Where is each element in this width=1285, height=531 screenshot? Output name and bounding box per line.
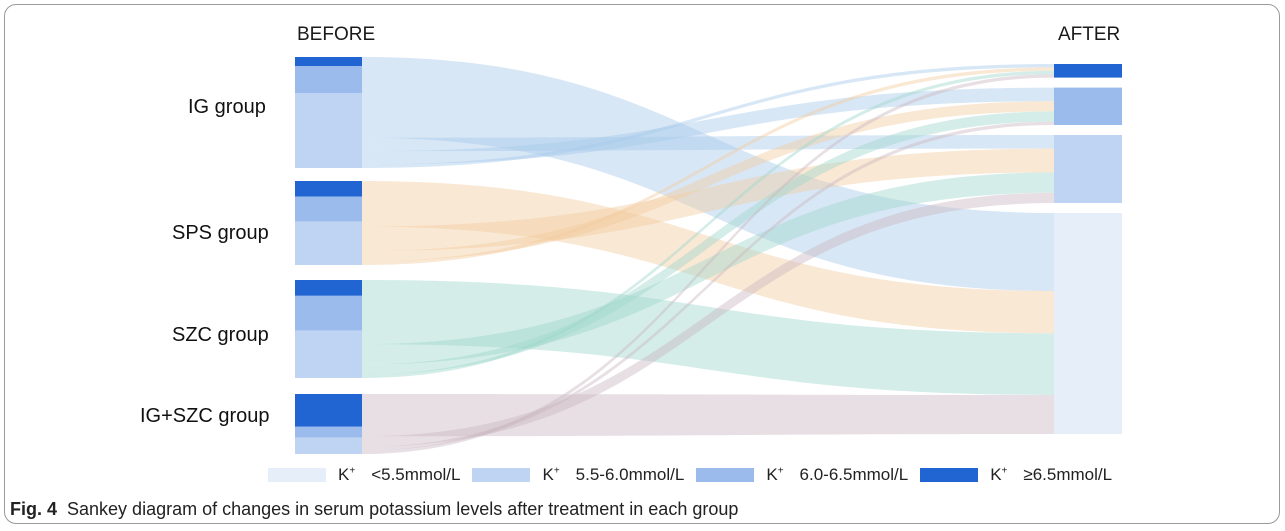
after-node-6-0-6-5mmol-l: [1054, 87, 1122, 125]
before-node-sps-group-6-0-6-5mmol-l: [295, 196, 362, 222]
flow-szc-group-to-5-5-6-0mmol-l: [362, 172, 1054, 365]
flow-sps-group-to-5-5-6-0mmol-l: [362, 148, 1054, 251]
legend-label-6-0-6-5: 6.0-6.5mmol/L: [799, 465, 909, 484]
legend-item-6-0-6-5: K+ 6.0-6.5mmol/L: [696, 465, 908, 485]
legend-label-lt-5-5: <5.5mmol/L: [371, 465, 461, 484]
flow-ig-szc-group-to-6-0-6-5mmol-l: [362, 121, 1054, 451]
figure-caption: Fig. 4 Sankey diagram of changes in serum…: [10, 499, 738, 520]
before-node-ig-group-5-5-6-0mmol-l: [295, 93, 362, 168]
legend-label-5-5-6-0: 5.5-6.0mmol/L: [575, 465, 685, 484]
legend-swatch-6-0-6-5: [696, 468, 755, 482]
before-node-ig-group-6-0-6-5mmol-l: [295, 66, 362, 93]
before-node-ig-szc-group-5-5-6-0mmol-l: [295, 437, 362, 454]
flow-ig-szc-group-to-lt-5-5mmol-l: [362, 394, 1054, 437]
after-column-label: AFTER: [1058, 24, 1121, 45]
figure-frame: [4, 4, 1280, 524]
flow-szc-group-to-gte-6-5mmol-l: [362, 70, 1054, 379]
flow-sps-group-to-gte-6-5mmol-l: [362, 67, 1054, 266]
before-node-szc-group-6-0-6-5mmol-l: [295, 295, 362, 331]
flow-ig-group-to-lt-5-5mmol-l: [362, 57, 1054, 291]
flow-szc-group-to-6-0-6-5mmol-l: [362, 111, 1054, 375]
flow-ig-szc-group-to-5-5-6-0mmol-l: [362, 192, 1054, 447]
legend-swatch-lt-5-5: [268, 468, 326, 482]
before-node-ig-szc-group-gte-6-5mmol-l: [295, 394, 362, 427]
flow-sps-group-to-6-0-6-5mmol-l: [362, 101, 1054, 262]
group-label-ig: IG group: [188, 96, 266, 118]
group-label-ig-szc: IG+SZC group: [140, 405, 270, 427]
legend-swatch-gte-6-5: [920, 468, 979, 482]
legend: K+ <5.5mmol/L K+ 5.5-6.0mmol/L K+ 6.0-6.…: [268, 464, 1124, 486]
before-node-szc-group-gte-6-5mmol-l: [295, 280, 362, 296]
legend-k-symbol: K+: [766, 465, 784, 484]
caption-text: Sankey diagram of changes in serum potas…: [67, 499, 739, 519]
before-node-ig-szc-group-6-0-6-5mmol-l: [295, 426, 362, 438]
flows-layer: [362, 57, 1054, 454]
flow-szc-group-to-lt-5-5mmol-l: [362, 280, 1054, 395]
flow-ig-group-to-6-0-6-5mmol-l: [362, 87, 1054, 165]
before-node-sps-group-gte-6-5mmol-l: [295, 181, 362, 197]
before-node-szc-group-5-5-6-0mmol-l: [295, 330, 362, 378]
group-label-szc: SZC group: [172, 324, 269, 346]
flow-ig-group-to-5-5-6-0mmol-l: [362, 135, 1054, 152]
legend-swatch-5-5-6-0: [472, 468, 531, 482]
legend-item-5-5-6-0: K+ 5.5-6.0mmol/L: [472, 465, 684, 485]
before-node-sps-group-5-5-6-0mmol-l: [295, 221, 362, 265]
caption-label: Fig. 4: [10, 499, 58, 519]
after-node-gte-6-5mmol-l: [1054, 64, 1122, 78]
legend-item-lt-5-5: K+ <5.5mmol/L: [268, 465, 460, 485]
flow-ig-group-to-gte-6-5mmol-l: [362, 64, 1054, 168]
after-node-lt-5-5mmol-l: [1054, 213, 1122, 434]
group-label-sps: SPS group: [172, 222, 269, 244]
after-node-5-5-6-0mmol-l: [1054, 135, 1122, 203]
flow-sps-group-to-lt-5-5mmol-l: [362, 181, 1054, 334]
legend-k-symbol: K+: [542, 465, 560, 484]
legend-item-gte-6-5: K+ ≥6.5mmol/L: [920, 465, 1112, 485]
before-column-label: BEFORE: [297, 24, 376, 45]
nodes-layer: [295, 57, 1122, 454]
legend-k-symbol: K+: [990, 465, 1008, 484]
flow-ig-szc-group-to-gte-6-5mmol-l: [362, 74, 1054, 454]
legend-label-gte-6-5: ≥6.5mmol/L: [1023, 465, 1113, 484]
legend-k-symbol: K+: [338, 465, 356, 484]
before-node-ig-group-gte-6-5mmol-l: [295, 57, 362, 66]
